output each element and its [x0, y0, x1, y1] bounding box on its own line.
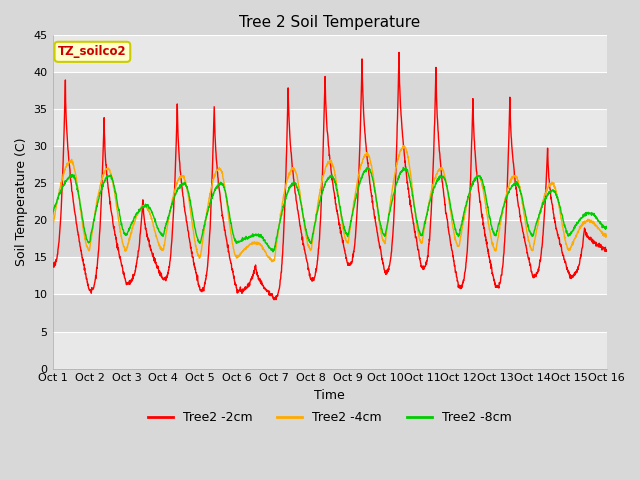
Title: Tree 2 Soil Temperature: Tree 2 Soil Temperature [239, 15, 420, 30]
Legend: Tree2 -2cm, Tree2 -4cm, Tree2 -8cm: Tree2 -2cm, Tree2 -4cm, Tree2 -8cm [143, 406, 516, 429]
Bar [52, 295, 607, 332]
Text: TZ_soilco2: TZ_soilco2 [58, 45, 127, 59]
Bar [52, 109, 607, 146]
Y-axis label: Soil Temperature (C): Soil Temperature (C) [15, 138, 28, 266]
Bar [52, 72, 607, 109]
Bar [52, 146, 607, 183]
Bar [52, 36, 607, 72]
Bar [52, 183, 607, 220]
Bar [52, 220, 607, 257]
X-axis label: Time: Time [314, 389, 345, 402]
Bar [52, 257, 607, 295]
Bar [52, 332, 607, 369]
